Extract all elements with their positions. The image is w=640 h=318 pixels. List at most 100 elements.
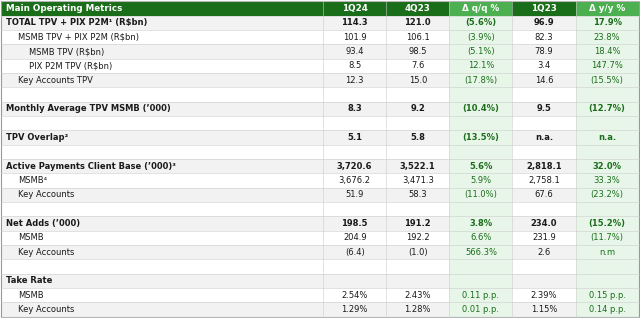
Bar [449,116,513,130]
Text: 98.5: 98.5 [408,47,427,56]
Text: (1.0): (1.0) [408,248,428,257]
Bar [1,16,639,30]
Text: 15.0: 15.0 [408,76,427,85]
Text: 231.9: 231.9 [532,233,556,242]
Bar [1,30,639,45]
Bar [1,245,639,259]
Bar [449,216,513,231]
Bar [1,302,639,317]
Text: (6.4): (6.4) [345,248,365,257]
Text: 198.5: 198.5 [342,219,368,228]
Text: 566.3%: 566.3% [465,248,497,257]
Text: Take Rate: Take Rate [6,276,53,285]
Bar [449,73,513,87]
Bar [1,87,639,102]
Text: 147.7%: 147.7% [591,61,623,70]
Bar [449,188,513,202]
Text: Key Accounts: Key Accounts [18,305,74,314]
Bar [1,59,639,73]
Text: 106.1: 106.1 [406,33,429,42]
Text: 5.8: 5.8 [410,133,425,142]
Bar [449,231,513,245]
Bar [1,188,639,202]
Bar [449,1,513,16]
Bar [1,202,639,216]
Bar [449,259,513,273]
Bar [449,245,513,259]
Text: (3.9%): (3.9%) [467,33,495,42]
Bar [575,245,639,259]
Text: 3,720.6: 3,720.6 [337,162,372,171]
Text: 12.3: 12.3 [346,76,364,85]
Text: 6.6%: 6.6% [470,233,492,242]
Text: Key Accounts: Key Accounts [18,190,74,199]
Text: 1.29%: 1.29% [342,305,368,314]
Text: 2.54%: 2.54% [342,291,368,300]
Text: 51.9: 51.9 [346,190,364,199]
Text: PIX P2M TPV (R$bn): PIX P2M TPV (R$bn) [29,61,113,70]
Bar [575,216,639,231]
Bar [449,288,513,302]
Bar [575,302,639,317]
Bar [449,30,513,45]
Bar [449,273,513,288]
Bar [575,102,639,116]
Text: (5.1%): (5.1%) [467,47,495,56]
Text: (17.8%): (17.8%) [465,76,497,85]
Text: MSMB TPV (R$bn): MSMB TPV (R$bn) [29,47,105,56]
Bar [575,259,639,273]
Text: n.m: n.m [599,248,615,257]
Bar [1,145,639,159]
Bar [1,45,639,59]
Text: MSMB⁴: MSMB⁴ [18,176,47,185]
Text: 8.3: 8.3 [348,104,362,113]
Text: TOTAL TPV + PIX P2M¹ (R$bn): TOTAL TPV + PIX P2M¹ (R$bn) [6,18,148,27]
Text: 23.8%: 23.8% [594,33,620,42]
Bar [575,159,639,173]
Bar [575,173,639,188]
Text: (12.7%): (12.7%) [589,104,625,113]
Bar [1,1,323,16]
Text: (23.2%): (23.2%) [591,190,623,199]
Text: 67.6: 67.6 [534,190,554,199]
Text: 5.9%: 5.9% [470,176,492,185]
Text: 2,758.1: 2,758.1 [528,176,560,185]
Text: Monthly Average TPV MSMB (’000): Monthly Average TPV MSMB (’000) [6,104,172,113]
Text: 78.9: 78.9 [534,47,554,56]
Bar [1,216,639,231]
Text: 0.14 p.p.: 0.14 p.p. [589,305,625,314]
Text: 1.15%: 1.15% [531,305,557,314]
Bar [449,87,513,102]
Text: 3.8%: 3.8% [469,219,492,228]
Text: (15.5%): (15.5%) [591,76,623,85]
Bar [575,130,639,145]
Text: (11.0%): (11.0%) [465,190,497,199]
Bar [449,130,513,145]
Bar [575,16,639,30]
Bar [449,302,513,317]
Bar [575,231,639,245]
Bar [1,73,639,87]
Text: 2,818.1: 2,818.1 [526,162,562,171]
Text: Key Accounts TPV: Key Accounts TPV [18,76,93,85]
Bar [449,173,513,188]
Text: 234.0: 234.0 [531,219,557,228]
Bar [575,288,639,302]
Text: 4Q23: 4Q23 [405,4,431,13]
Text: 3,676.2: 3,676.2 [339,176,371,185]
Text: 0.01 p.p.: 0.01 p.p. [462,305,499,314]
Text: 3,471.3: 3,471.3 [402,176,434,185]
Text: MSMB: MSMB [18,291,44,300]
Text: (5.6%): (5.6%) [465,18,497,27]
Text: 9.5: 9.5 [536,104,552,113]
Text: 0.15 p.p.: 0.15 p.p. [589,291,625,300]
Bar [449,45,513,59]
Text: MSMB: MSMB [18,233,44,242]
Text: 96.9: 96.9 [534,18,554,27]
Text: 5.1: 5.1 [348,133,362,142]
Bar [575,45,639,59]
Text: n.a.: n.a. [535,133,553,142]
Bar [1,159,639,173]
Bar [575,145,639,159]
Text: 8.5: 8.5 [348,61,362,70]
